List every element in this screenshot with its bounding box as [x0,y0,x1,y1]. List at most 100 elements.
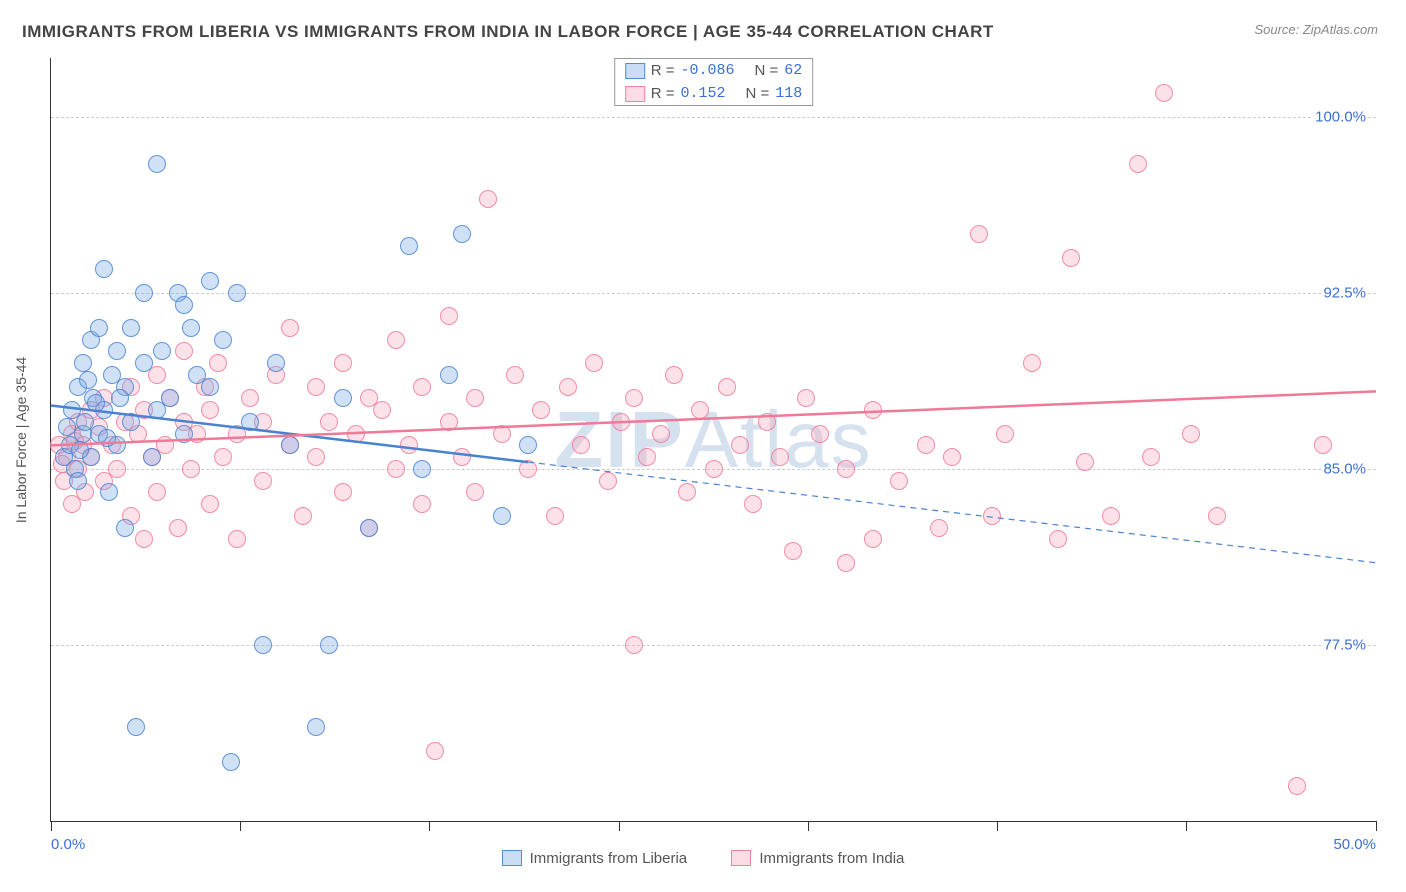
scatter-point-pink [294,507,312,525]
scatter-point-pink [506,366,524,384]
gridline [51,645,1376,646]
scatter-point-pink [466,389,484,407]
chart-title: IMMIGRANTS FROM LIBERIA VS IMMIGRANTS FR… [22,22,994,42]
scatter-point-blue [108,342,126,360]
scatter-point-blue [413,460,431,478]
x-tick [619,821,620,831]
scatter-point-blue [58,418,76,436]
scatter-point-pink [453,448,471,466]
x-tick [429,821,430,831]
scatter-point-pink [1208,507,1226,525]
scatter-point-blue [320,636,338,654]
scatter-point-pink [784,542,802,560]
scatter-point-pink [135,530,153,548]
scatter-point-blue [87,394,105,412]
scatter-point-blue [228,284,246,302]
scatter-point-pink [169,519,187,537]
scatter-point-pink [479,190,497,208]
scatter-point-blue [241,413,259,431]
source-attribution: Source: ZipAtlas.com [1254,22,1378,37]
gridline [51,293,1376,294]
scatter-point-pink [652,425,670,443]
x-tick [51,821,52,831]
scatter-point-blue [222,753,240,771]
scatter-point-blue [111,389,129,407]
scatter-point-pink [559,378,577,396]
scatter-point-pink [585,354,603,372]
scatter-point-pink [1182,425,1200,443]
scatter-point-pink [387,331,405,349]
legend-r-value: 0.152 [680,85,725,102]
scatter-point-blue [175,296,193,314]
scatter-point-pink [307,448,325,466]
scatter-point-pink [1288,777,1306,795]
gridline [51,117,1376,118]
scatter-point-pink [241,389,259,407]
scatter-point-pink [426,742,444,760]
scatter-point-pink [744,495,762,513]
scatter-point-blue [175,425,193,443]
scatter-point-pink [1076,453,1094,471]
scatter-point-blue [453,225,471,243]
scatter-point-blue [307,718,325,736]
scatter-point-pink [1129,155,1147,173]
legend-n-value: 118 [775,85,802,102]
scatter-point-blue [135,284,153,302]
scatter-point-pink [466,483,484,501]
legend-item-india: Immigrants from India [731,850,904,867]
scatter-point-pink [864,530,882,548]
y-axis-title: In Labor Force | Age 35-44 [13,356,29,522]
legend-label: Immigrants from Liberia [530,850,688,867]
scatter-point-blue [493,507,511,525]
scatter-point-pink [307,378,325,396]
scatter-point-pink [413,378,431,396]
legend-swatch-blue [625,63,645,79]
scatter-point-blue [214,331,232,349]
scatter-point-pink [678,483,696,501]
scatter-point-pink [811,425,829,443]
scatter-point-pink [1023,354,1041,372]
legend-row-blue: R = -0.086 N = 62 [615,59,813,82]
scatter-point-pink [837,460,855,478]
scatter-point-pink [182,460,200,478]
scatter-point-pink [1314,436,1332,454]
scatter-point-pink [440,307,458,325]
scatter-point-pink [214,448,232,466]
scatter-point-pink [519,460,537,478]
legend-n-value: 62 [784,62,802,79]
scatter-point-blue [135,354,153,372]
scatter-point-pink [665,366,683,384]
scatter-point-pink [1155,84,1173,102]
scatter-point-pink [201,495,219,513]
scatter-point-pink [970,225,988,243]
scatter-point-pink [864,401,882,419]
scatter-point-blue [71,441,89,459]
scatter-point-pink [440,413,458,431]
y-tick-label: 100.0% [1313,108,1368,125]
scatter-point-blue [201,272,219,290]
scatter-point-pink [1102,507,1120,525]
scatter-point-pink [638,448,656,466]
scatter-point-blue [334,389,352,407]
scatter-point-blue [267,354,285,372]
scatter-point-pink [572,436,590,454]
scatter-point-pink [493,425,511,443]
scatter-point-pink [797,389,815,407]
scatter-point-pink [387,460,405,478]
legend-r-label: R = [651,62,675,79]
x-tick [1186,821,1187,831]
scatter-point-pink [612,413,630,431]
scatter-point-pink [837,554,855,572]
correlation-legend: R = -0.086 N = 62 R = 0.152 N = 118 [614,58,814,106]
series-legend: Immigrants from Liberia Immigrants from … [0,850,1406,871]
legend-swatch-pink [625,86,645,102]
scatter-point-pink [148,483,166,501]
scatter-point-blue [153,342,171,360]
scatter-point-pink [201,401,219,419]
scatter-point-blue [254,636,272,654]
scatter-point-pink [705,460,723,478]
y-tick-label: 92.5% [1321,284,1368,301]
scatter-point-pink [373,401,391,419]
legend-r-value: -0.086 [680,62,734,79]
scatter-point-blue [98,429,116,447]
